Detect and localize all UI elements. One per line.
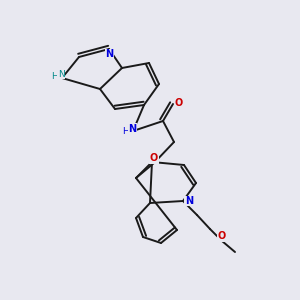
Text: N: N [58,70,64,79]
Text: H: H [51,72,58,81]
Text: N: N [106,50,114,59]
Text: O: O [150,153,158,163]
Text: H: H [122,127,129,136]
Text: O: O [174,98,182,107]
Text: N: N [185,196,193,206]
Text: N: N [128,124,136,134]
Text: O: O [218,231,226,241]
